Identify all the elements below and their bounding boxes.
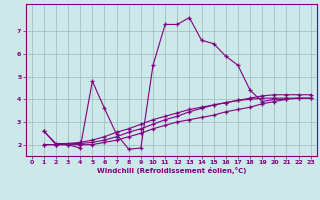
X-axis label: Windchill (Refroidissement éolien,°C): Windchill (Refroidissement éolien,°C) [97, 167, 246, 174]
